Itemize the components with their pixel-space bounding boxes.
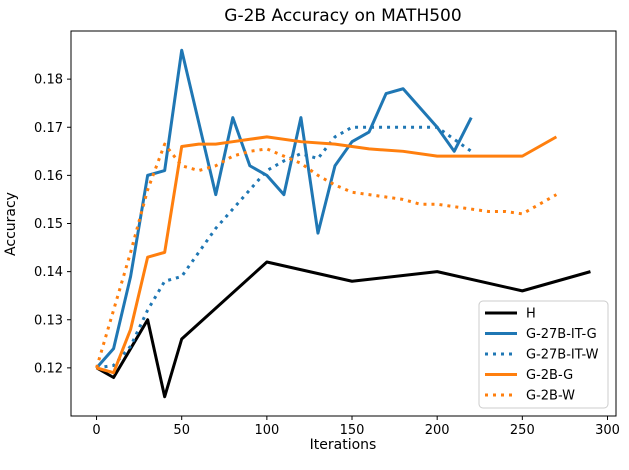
series-line-G-27B-IT-G — [95, 48, 473, 369]
x-tick-label: 100 — [254, 423, 279, 438]
y-tick-label: 0.14 — [34, 265, 63, 280]
x-tick-label: 50 — [173, 423, 190, 438]
y-tick-label: 0.16 — [34, 169, 63, 184]
series-line-G-27B-IT-W — [96, 125, 473, 370]
x-tick-label: 200 — [425, 423, 450, 438]
legend-item-G-27B-IT-W: G-27B-IT-W — [526, 348, 599, 363]
axis-ticks: 0 50 100 150 200 250 300 0.12 0.13 0.14 0.15 0.16 0.… — [34, 73, 620, 438]
y-tick-label: 0.12 — [34, 361, 63, 376]
legend-box — [478, 300, 609, 409]
y-tick-label: 0.13 — [34, 313, 63, 328]
legend: H G-27B-IT-G G-27B-IT-W G-2B-G G-2B-W — [478, 300, 609, 409]
x-tick-label: 150 — [340, 423, 365, 438]
y-tick-label: 0.18 — [34, 73, 63, 88]
series-lines — [95, 48, 591, 399]
legend-item-H: H — [526, 307, 536, 322]
x-axis-label: Iterations — [310, 437, 377, 453]
y-tick-label: 0.17 — [34, 121, 63, 136]
series-line-G-2B-W — [95, 142, 558, 369]
legend-item-G-2B-G: G-2B-G — [526, 368, 573, 383]
x-tick-label: 250 — [510, 423, 535, 438]
legend-item-G-27B-IT-G: G-27B-IT-G — [526, 327, 597, 342]
legend-item-G-2B-W: G-2B-W — [526, 389, 575, 404]
series-line-H — [95, 260, 591, 399]
chart-title: G-2B Accuracy on MATH500 — [224, 6, 461, 26]
y-tick-label: 0.15 — [34, 217, 63, 232]
y-axis-label: Accuracy — [3, 192, 19, 256]
series-line-G-2B-G — [96, 135, 558, 375]
x-tick-label: 0 — [92, 423, 100, 438]
x-tick-label: 300 — [595, 423, 620, 438]
